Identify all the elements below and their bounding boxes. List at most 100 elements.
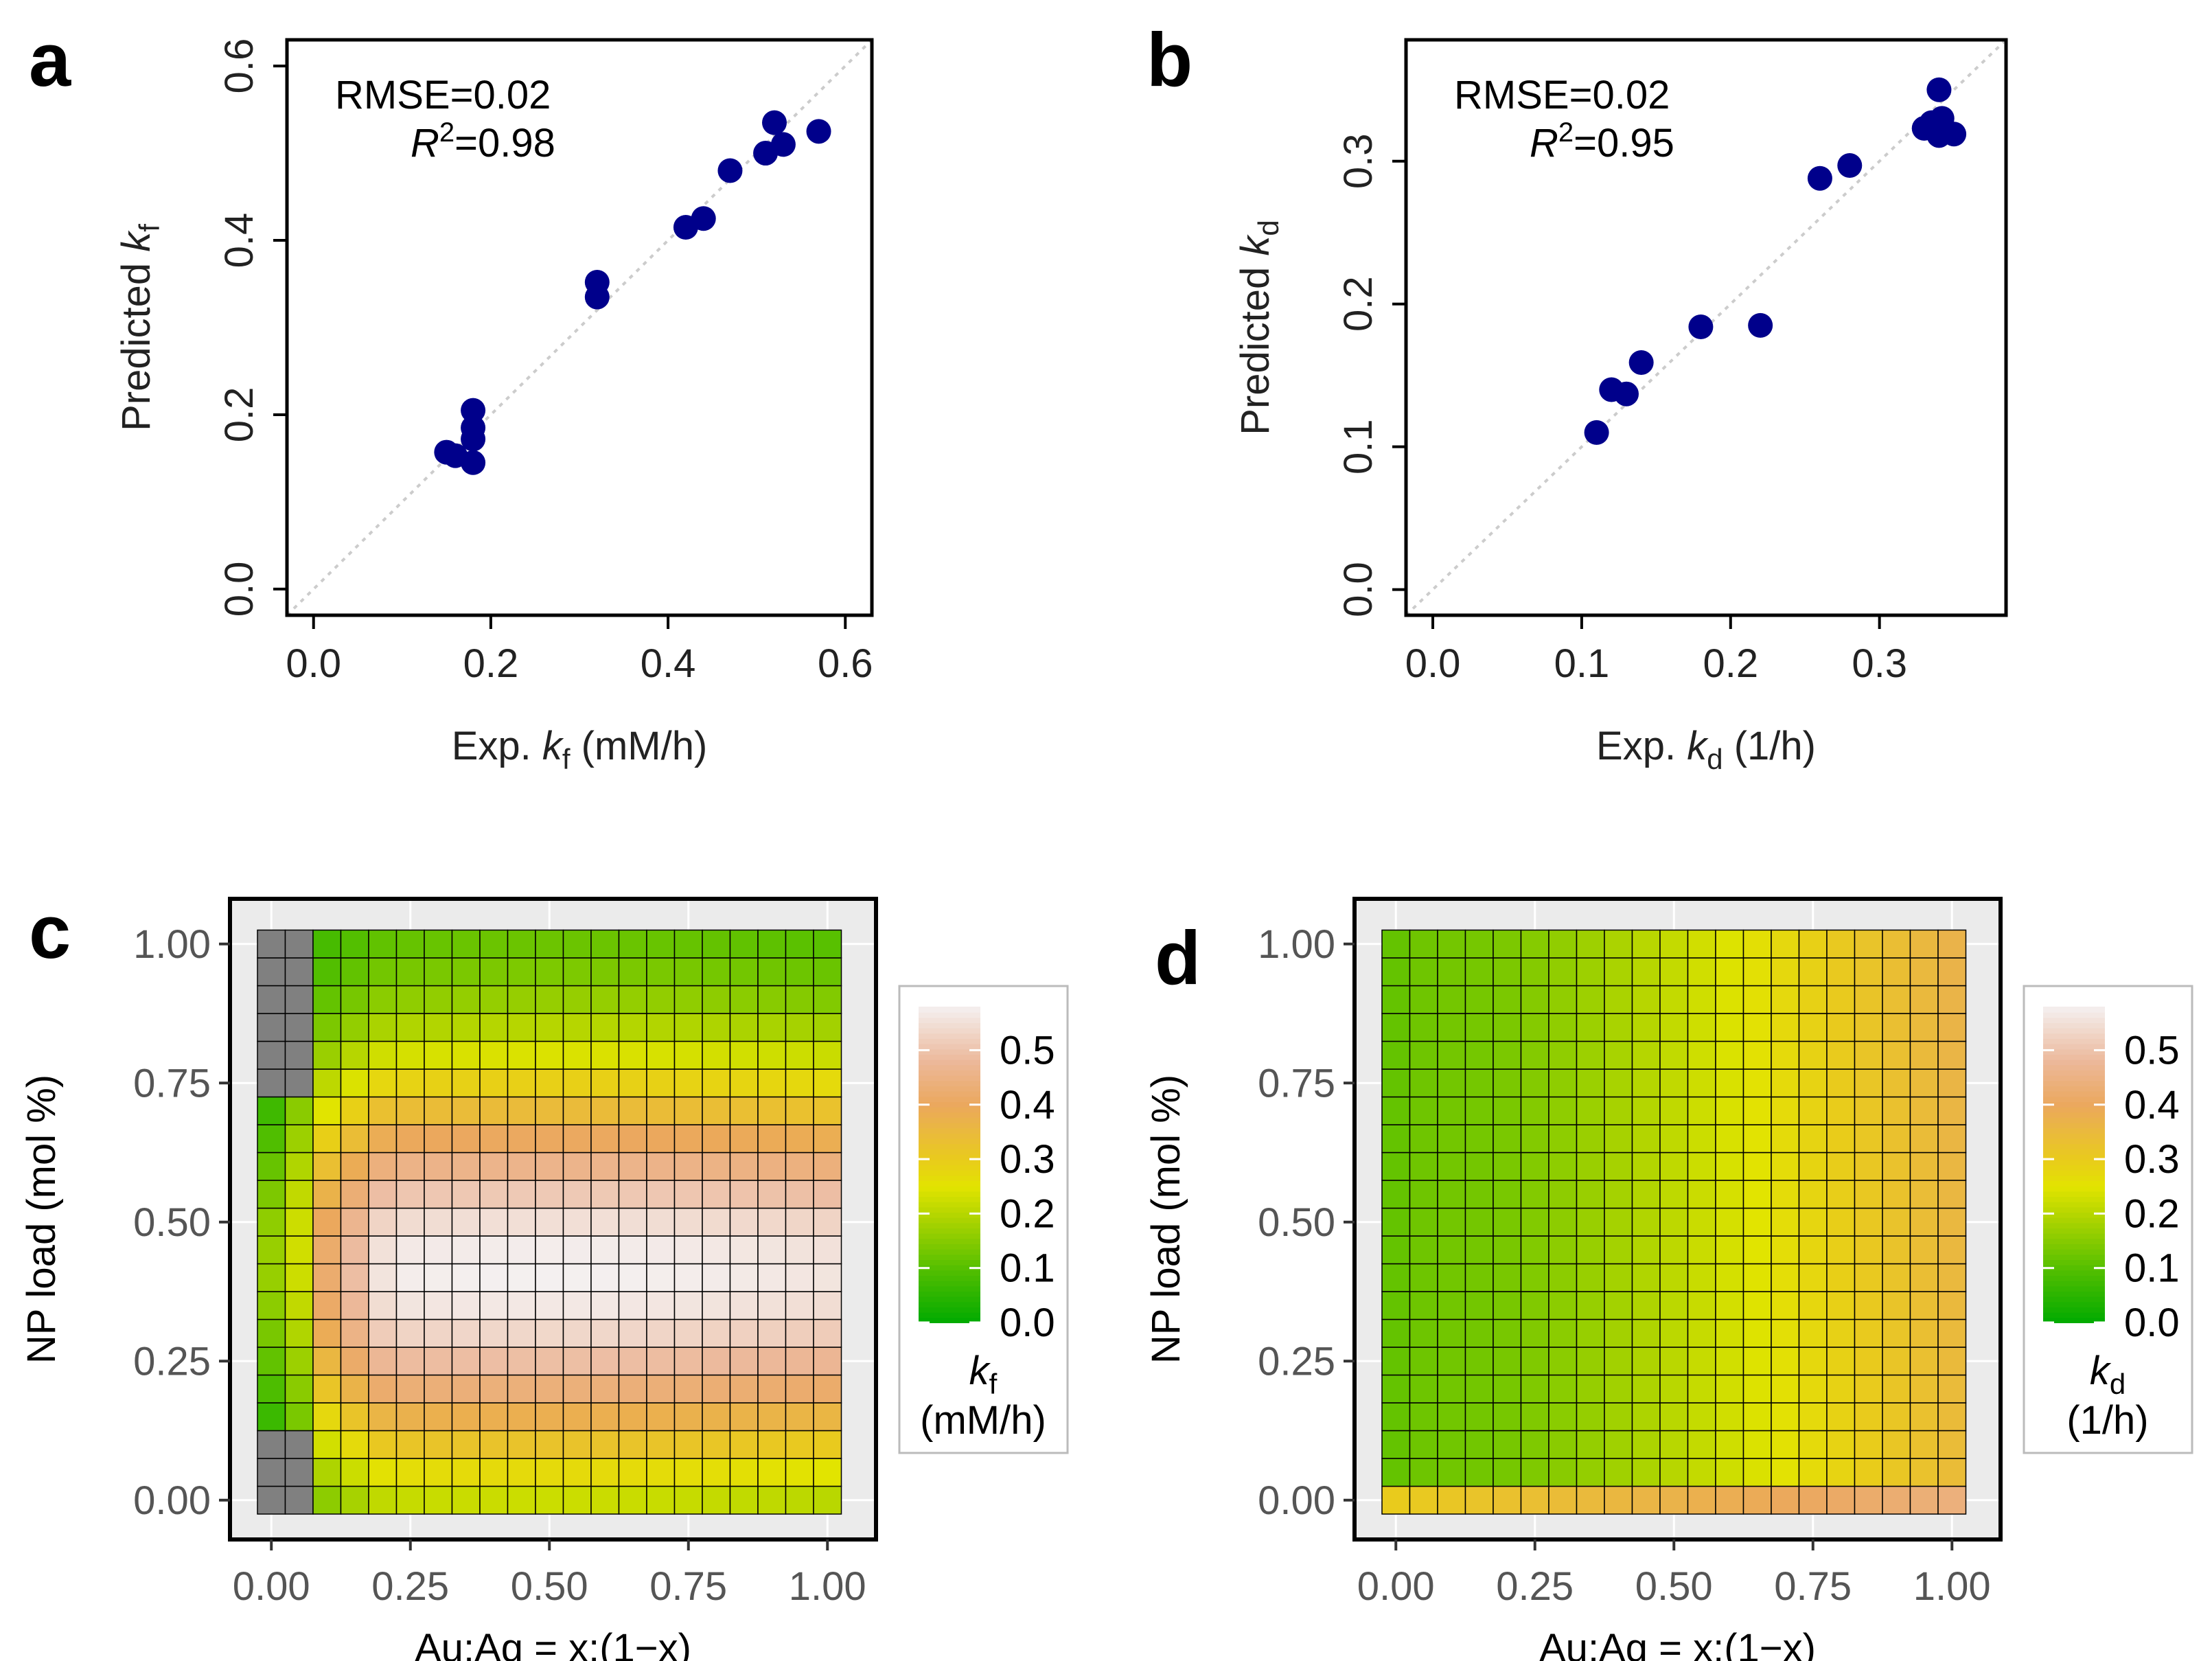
x-tick-label: 1.00 <box>1913 1564 1991 1609</box>
heatmap-cell <box>479 1180 509 1209</box>
heatmap-cell <box>1548 1207 1578 1237</box>
heatmap-cell <box>673 1124 703 1154</box>
heatmap-cell <box>395 1430 425 1459</box>
heatmap-cell <box>1798 1068 1828 1098</box>
heatmap-cell <box>1409 1235 1438 1265</box>
colorbar-segment <box>919 1317 980 1323</box>
colorbar-segment <box>919 1038 980 1044</box>
heatmap-cell <box>785 1180 814 1209</box>
colorbar-segment <box>2043 1138 2105 1145</box>
data-point <box>1807 165 1832 191</box>
heatmap-cell <box>1882 1124 1911 1154</box>
heatmap-cell <box>1882 1180 1911 1209</box>
heatmap-cell <box>1631 1096 1661 1125</box>
heatmap-cell <box>702 957 731 987</box>
colorbar-segment <box>919 1017 980 1023</box>
heatmap-cell <box>1937 1013 1967 1042</box>
heatmap-cell <box>395 1347 425 1376</box>
data-point <box>461 398 486 423</box>
colorbar-segment <box>919 1011 980 1018</box>
heatmap-cell <box>1493 1180 1522 1209</box>
heatmap-cell <box>813 1485 842 1515</box>
heatmap-cell <box>257 1402 286 1432</box>
heatmap-cell <box>479 1124 509 1154</box>
heatmap-cell <box>257 1124 286 1154</box>
heatmap-cell <box>1687 1374 1716 1404</box>
colorbar-segment <box>2043 1143 2105 1149</box>
heatmap-cell <box>1909 1152 1939 1181</box>
heatmap-cell <box>646 1485 676 1515</box>
heatmap-cell <box>451 1096 481 1125</box>
heatmap-cell <box>312 1318 342 1348</box>
heatmap-cell <box>1715 929 1744 959</box>
heatmap-cell <box>284 1180 314 1209</box>
colorbar-label: 0.2 <box>2124 1191 2180 1236</box>
panel-a: a 0.0 0.2 0.4 0.6 0.0 0.2 0.4 0.6 Exp. kf (mM/h) P… <box>29 18 874 775</box>
heatmap-cell <box>1409 1040 1438 1070</box>
heatmap-cell <box>1659 1458 1689 1487</box>
heatmap-cell <box>257 1430 286 1459</box>
heatmap-cell <box>1882 1068 1911 1098</box>
heatmap-cell <box>1854 1152 1883 1181</box>
heatmap-cell <box>1604 957 1633 987</box>
y-tick-label: 0.25 <box>1258 1339 1335 1384</box>
heatmap-cell <box>1437 1485 1466 1515</box>
heatmap-cell <box>1659 1096 1689 1125</box>
heatmap-cell <box>1937 957 1967 987</box>
heatmap-cell <box>368 1124 398 1154</box>
heatmap-cell <box>1909 1207 1939 1237</box>
heatmap-cell <box>1826 1374 1856 1404</box>
heatmap-cell <box>1604 985 1633 1014</box>
heatmap-cell <box>1909 1374 1939 1404</box>
colorbar-segment <box>2043 1049 2105 1055</box>
heatmap-cell <box>479 1013 509 1042</box>
heatmap-cell <box>395 1124 425 1154</box>
colorbar-segment <box>919 1285 980 1292</box>
heatmap-cell <box>1882 1207 1911 1237</box>
colorbar-segment <box>919 1090 980 1097</box>
heatmap-cell <box>479 1040 509 1070</box>
colorbar-segment <box>919 1222 980 1228</box>
heatmap-cell <box>562 957 592 987</box>
heatmap-cell <box>1520 1485 1549 1515</box>
colorbar-segment <box>2043 1059 2105 1066</box>
heatmap-cell <box>368 1347 398 1376</box>
heatmap-cell <box>729 929 759 959</box>
heatmap-cell <box>395 1180 425 1209</box>
x-tick-label: 0.75 <box>649 1564 727 1609</box>
heatmap-cell <box>702 1458 731 1487</box>
colorbar-segment <box>919 1233 980 1239</box>
heatmap-cell <box>257 1458 286 1487</box>
heatmap-cell <box>1381 1458 1411 1487</box>
heatmap-cell <box>785 1068 814 1098</box>
heatmap-cell <box>1548 1152 1578 1181</box>
heatmap-cell <box>562 1013 592 1042</box>
heatmap-cell <box>590 1124 620 1154</box>
heatmap-cell <box>618 1263 647 1292</box>
heatmap-cell <box>813 1402 842 1432</box>
heatmap-cell <box>1520 1096 1549 1125</box>
heatmap-cell <box>813 957 842 987</box>
heatmap-cell <box>1437 1013 1466 1042</box>
heatmap-cell <box>729 1291 759 1320</box>
heatmap-cell <box>785 1040 814 1070</box>
heatmap-cell <box>395 1402 425 1432</box>
heatmap-cell <box>257 1374 286 1404</box>
heatmap-cell <box>395 1068 425 1098</box>
heatmap-cell <box>1798 957 1828 987</box>
heatmap-cell <box>1742 1318 1772 1348</box>
heatmap-cell <box>1715 1207 1744 1237</box>
heatmap-cell <box>1687 985 1716 1014</box>
heatmap-cell <box>451 1318 481 1348</box>
heatmap-cell <box>1715 1096 1744 1125</box>
heatmap-cell <box>590 929 620 959</box>
heatmap-cell <box>1493 1402 1522 1432</box>
heatmap-cell <box>535 1124 564 1154</box>
heatmap-cell <box>729 1318 759 1348</box>
heatmap-cell <box>1604 1096 1633 1125</box>
heatmap-cell <box>451 929 481 959</box>
heatmap-cell <box>284 1068 314 1098</box>
heatmap-cell <box>284 1402 314 1432</box>
heatmap-cell <box>1464 1068 1494 1098</box>
heatmap-cell <box>1381 1013 1411 1042</box>
